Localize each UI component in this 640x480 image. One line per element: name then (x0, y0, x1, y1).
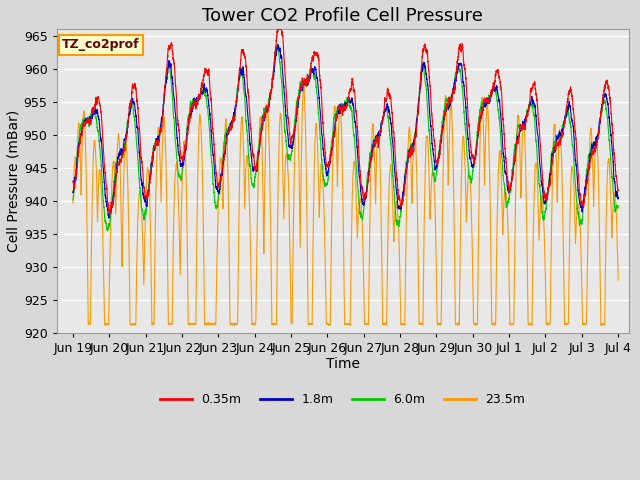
Legend: 0.35m, 1.8m, 6.0m, 23.5m: 0.35m, 1.8m, 6.0m, 23.5m (156, 388, 531, 411)
X-axis label: Time: Time (326, 358, 360, 372)
Title: Tower CO2 Profile Cell Pressure: Tower CO2 Profile Cell Pressure (202, 7, 483, 25)
Y-axis label: Cell Pressure (mBar): Cell Pressure (mBar) (7, 110, 21, 252)
Text: TZ_co2prof: TZ_co2prof (62, 38, 140, 51)
